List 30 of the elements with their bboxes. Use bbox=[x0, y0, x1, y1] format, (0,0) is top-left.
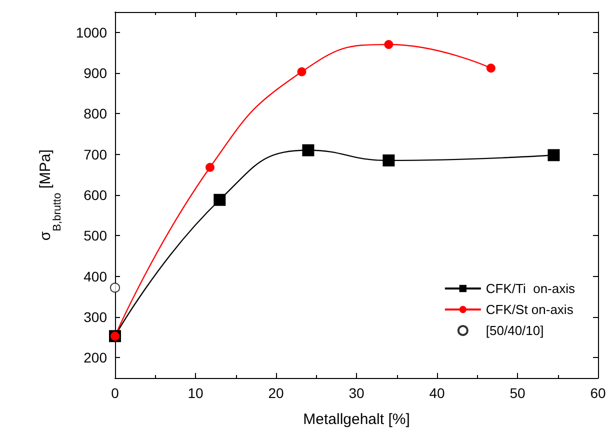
point bbox=[548, 149, 560, 162]
point bbox=[297, 67, 306, 76]
point bbox=[384, 40, 394, 50]
x-tick-label: 50 bbox=[510, 385, 526, 401]
y-axis-title: σB,brutto [MPa] bbox=[37, 149, 64, 241]
x-tick-label: 0 bbox=[111, 385, 120, 401]
x-axis-title: Metallgehalt [%] bbox=[303, 411, 410, 428]
x-tick-label: 20 bbox=[268, 385, 284, 401]
y-tick-label: 900 bbox=[84, 65, 108, 81]
y-tick-label: 300 bbox=[84, 309, 108, 325]
y-tick-label: 600 bbox=[84, 187, 108, 203]
legend-label: CFK/St on-axis bbox=[486, 302, 574, 317]
legend-label: CFK/Ti on-axis bbox=[486, 281, 576, 296]
point bbox=[302, 144, 314, 156]
point bbox=[486, 64, 496, 73]
point bbox=[206, 162, 214, 172]
y-tick-label: 1000 bbox=[76, 24, 108, 40]
y-tick-label: 800 bbox=[84, 106, 108, 122]
x-tick-label: 30 bbox=[348, 385, 364, 401]
x-tick-label: 10 bbox=[188, 385, 204, 401]
y-tick-label: 200 bbox=[84, 350, 108, 366]
point bbox=[382, 154, 395, 166]
y-tick-label: 700 bbox=[84, 146, 108, 162]
point bbox=[110, 282, 120, 293]
point bbox=[214, 194, 226, 206]
legend-label: [50/40/10] bbox=[486, 323, 544, 338]
x-tick-label: 60 bbox=[590, 385, 606, 401]
y-tick-label: 500 bbox=[84, 228, 108, 244]
x-tick-label: 40 bbox=[429, 385, 445, 401]
y-tick-label: 400 bbox=[84, 268, 108, 284]
